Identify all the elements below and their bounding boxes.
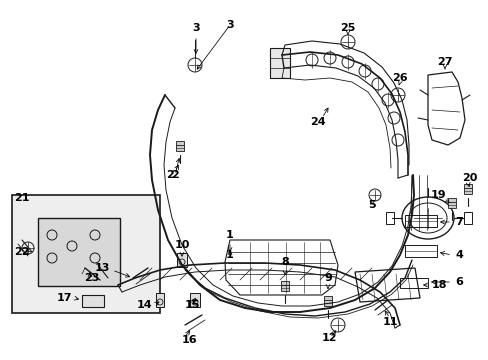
- Text: 11: 11: [382, 317, 397, 327]
- Bar: [385, 212, 393, 224]
- Text: 24: 24: [309, 117, 325, 127]
- Text: 10: 10: [174, 240, 189, 250]
- Text: 23: 23: [84, 273, 100, 283]
- Bar: [463, 212, 471, 224]
- Text: 22: 22: [15, 247, 30, 257]
- Bar: [156, 293, 163, 307]
- Text: 21: 21: [14, 193, 29, 203]
- Text: 3: 3: [192, 23, 200, 33]
- Text: 14: 14: [136, 300, 152, 310]
- Bar: [177, 253, 186, 267]
- Bar: [447, 198, 455, 208]
- Text: 4: 4: [454, 250, 462, 260]
- Bar: [404, 245, 436, 257]
- Text: 26: 26: [391, 73, 407, 83]
- Text: 2: 2: [171, 170, 179, 180]
- Text: 7: 7: [454, 217, 462, 227]
- Text: 5: 5: [367, 200, 375, 210]
- Text: 25: 25: [340, 23, 355, 33]
- Text: 6: 6: [454, 277, 462, 287]
- Bar: [82, 295, 104, 307]
- Bar: [190, 293, 200, 307]
- Text: 15: 15: [184, 300, 199, 310]
- Text: 12: 12: [321, 333, 337, 343]
- Bar: [399, 278, 427, 288]
- Text: 2: 2: [166, 170, 174, 180]
- Text: 8: 8: [281, 257, 288, 267]
- Bar: [324, 296, 331, 306]
- Bar: [404, 215, 436, 227]
- Bar: [269, 48, 289, 78]
- Text: 19: 19: [429, 190, 445, 200]
- Text: 18: 18: [431, 280, 447, 290]
- Text: 3: 3: [226, 20, 233, 30]
- Text: 20: 20: [461, 173, 476, 183]
- Text: 13: 13: [95, 263, 110, 273]
- Text: 16: 16: [182, 335, 197, 345]
- Text: 1: 1: [225, 250, 233, 260]
- Text: 9: 9: [324, 273, 331, 283]
- Text: 17: 17: [57, 293, 72, 303]
- Bar: [463, 184, 471, 194]
- Text: 1: 1: [225, 230, 233, 240]
- Bar: [176, 141, 183, 151]
- Bar: [12, 195, 160, 313]
- Text: 27: 27: [436, 57, 452, 67]
- Bar: [38, 218, 120, 286]
- Bar: [281, 281, 288, 291]
